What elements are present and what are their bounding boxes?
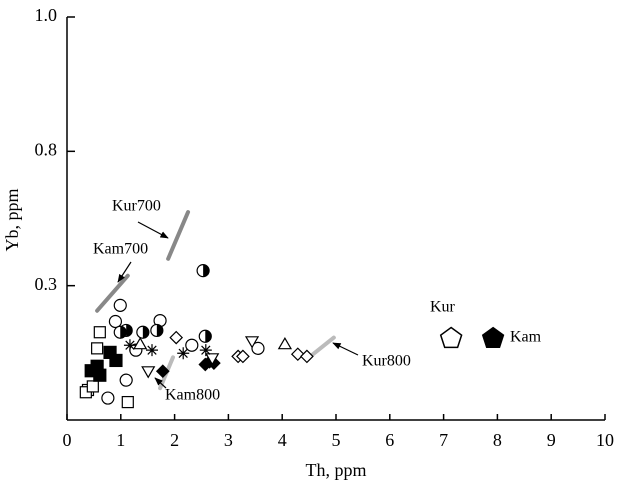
- marker: [91, 342, 104, 355]
- annotation-arrow: [137, 221, 169, 239]
- marker: [108, 314, 123, 329]
- x-tick-label: 4: [278, 430, 287, 450]
- annotation: Kur700: [112, 198, 161, 215]
- x-tick-label: 1: [116, 430, 125, 450]
- marker: [300, 349, 314, 364]
- annotation-arrow: [117, 261, 132, 283]
- annotation-arrow: [154, 377, 167, 389]
- annotation: Kur: [430, 299, 456, 316]
- marker: [198, 329, 212, 343]
- marker: [113, 298, 127, 312]
- x-tick-label: 0: [63, 430, 72, 450]
- x-tick-label: 7: [439, 430, 448, 450]
- marker: [251, 341, 265, 355]
- marker: [119, 373, 133, 387]
- y-tick-label: 0.3: [35, 274, 58, 294]
- marker-part: [126, 324, 133, 337]
- x-tick-label: 10: [596, 430, 614, 450]
- annotation: Kam800: [165, 387, 220, 404]
- marker: [133, 336, 148, 350]
- marker: [155, 364, 170, 379]
- marker: [123, 339, 136, 352]
- x-axis-label: Th, ppm: [306, 460, 367, 480]
- marker: [136, 325, 150, 339]
- marker: [169, 330, 184, 345]
- trend-segment: [166, 210, 191, 261]
- marker-part: [142, 326, 149, 339]
- marker: [439, 326, 463, 349]
- marker: [177, 347, 190, 360]
- y-tick-label: 0.8: [35, 139, 58, 159]
- marker: [121, 395, 134, 409]
- marker: [103, 345, 117, 359]
- marker: [244, 336, 260, 349]
- marker: [146, 344, 159, 357]
- marker: [290, 347, 305, 362]
- x-tick-label: 6: [385, 430, 394, 450]
- marker-part: [120, 326, 127, 339]
- marker: [236, 349, 250, 364]
- y-axis-label: Yb, ppm: [2, 189, 22, 252]
- marker: [84, 364, 98, 378]
- x-tick-label: 9: [547, 430, 556, 450]
- marker-part: [205, 330, 212, 343]
- annotation: Kur800: [362, 353, 411, 370]
- annotation: Kam700: [93, 241, 148, 258]
- marker-part: [156, 324, 163, 337]
- x-tick-label: 8: [493, 430, 502, 450]
- marker: [185, 338, 199, 352]
- marker: [150, 323, 164, 338]
- x-tick-label: 3: [224, 430, 233, 450]
- marker: [205, 353, 220, 366]
- x-tick-label: 2: [170, 430, 179, 450]
- y-tick-label: 1.0: [35, 5, 58, 25]
- marker: [141, 366, 156, 379]
- marker: [277, 337, 293, 350]
- marker: [113, 325, 127, 339]
- x-tick-label: 5: [332, 430, 341, 450]
- marker: [101, 391, 115, 405]
- marker-part: [203, 264, 210, 277]
- marker: [93, 326, 106, 339]
- trend-segment: [306, 335, 336, 361]
- annotation-arrow: [332, 342, 359, 356]
- marker: [481, 326, 505, 348]
- marker: [196, 264, 210, 278]
- marker: [199, 344, 212, 357]
- marker: [86, 380, 99, 393]
- annotation: Kam: [510, 329, 542, 346]
